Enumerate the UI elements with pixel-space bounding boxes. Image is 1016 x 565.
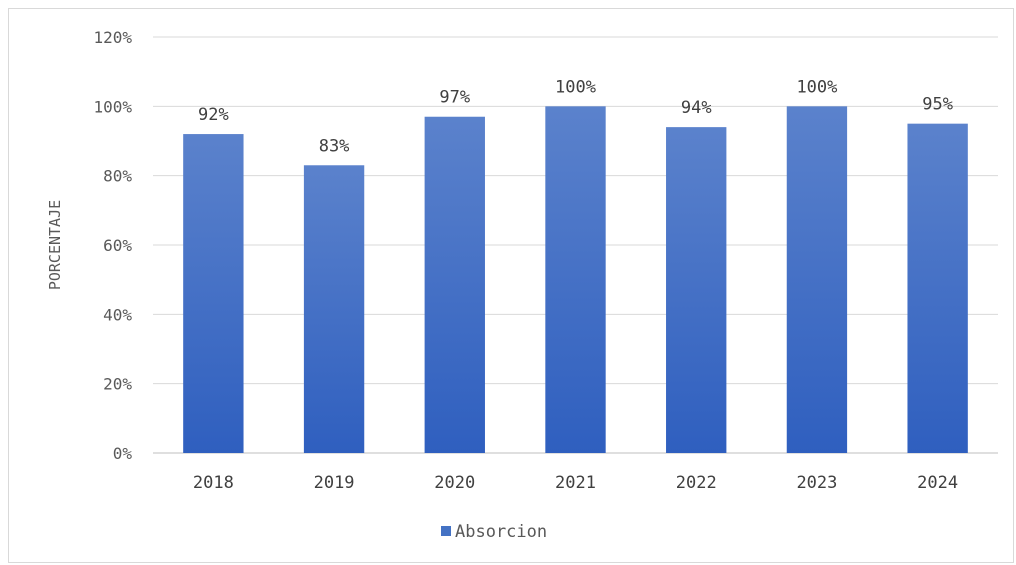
- y-tick-label: 120%: [93, 28, 132, 47]
- bar-2021: [545, 106, 606, 453]
- bar-2023: [786, 106, 848, 453]
- x-tick-label-2022: 2022: [676, 473, 717, 493]
- bars: [183, 106, 968, 454]
- data-labels: 92% 83% 97% 100% 94% 100% 95%: [198, 77, 953, 156]
- data-label-2021: 100%: [555, 77, 596, 97]
- data-label-2019: 83%: [319, 136, 350, 156]
- x-tick-label-2021: 2021: [555, 473, 596, 493]
- y-axis-title: PORCENTAJE: [46, 200, 64, 290]
- y-tick-label: 0%: [113, 444, 133, 463]
- data-label-2023: 100%: [796, 77, 837, 97]
- legend: Absorcion: [441, 522, 547, 542]
- bar-2020: [424, 116, 485, 453]
- legend-swatch: [441, 526, 451, 536]
- y-tick-label: 100%: [93, 97, 132, 116]
- data-label-2018: 92%: [198, 105, 229, 125]
- x-tick-label-2018: 2018: [193, 473, 234, 493]
- bar-2019: [303, 165, 365, 453]
- bar-2024: [907, 123, 968, 454]
- y-tick-label: 20%: [103, 375, 132, 394]
- x-tick-label-2023: 2023: [796, 473, 837, 493]
- data-label-2020: 97%: [439, 88, 470, 108]
- bar-2022: [666, 127, 727, 453]
- legend-label: Absorcion: [455, 522, 547, 542]
- x-tick-label-2024: 2024: [917, 473, 958, 493]
- bar-2018: [183, 134, 244, 454]
- data-label-2022: 94%: [681, 98, 712, 118]
- x-axis-ticks: 2018 2019 2020 2021 2022 2023 2024: [193, 473, 958, 493]
- x-tick-label-2020: 2020: [434, 473, 475, 493]
- y-tick-label: 80%: [103, 167, 132, 186]
- data-label-2024: 95%: [922, 95, 953, 115]
- x-tick-label-2019: 2019: [314, 473, 355, 493]
- y-tick-label: 40%: [103, 305, 132, 324]
- y-tick-label: 60%: [103, 236, 132, 255]
- y-axis-ticks: 0% 20% 40% 60% 80% 100% 120%: [93, 28, 132, 463]
